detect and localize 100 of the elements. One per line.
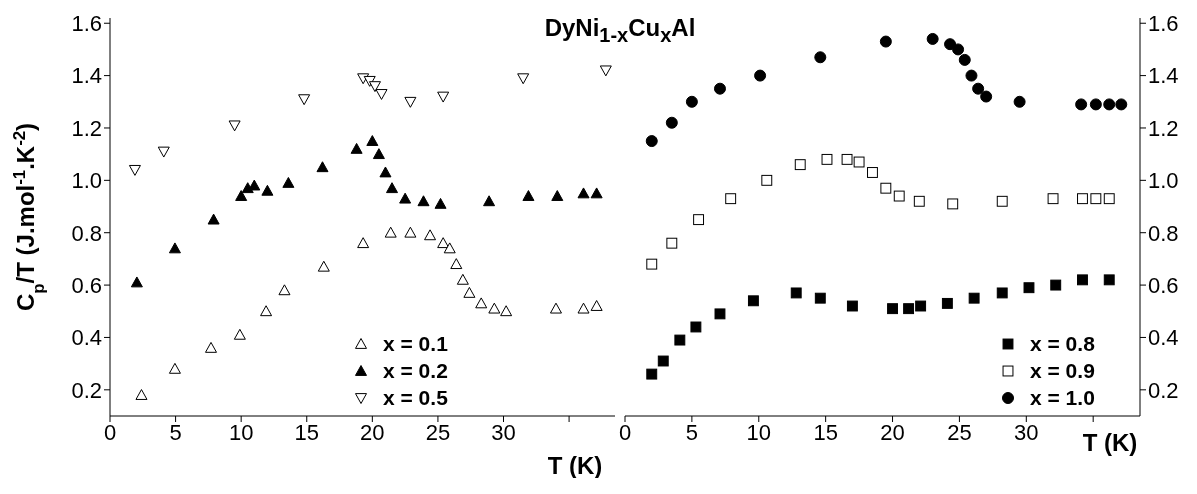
y-tick-label: 0.4	[1148, 325, 1179, 351]
point	[475, 297, 488, 309]
point	[941, 297, 953, 309]
x-tick-label: 15	[294, 419, 319, 445]
x-tick-label: 5	[169, 419, 182, 445]
point	[646, 258, 658, 270]
point	[368, 81, 381, 93]
x-tick-label: 20	[360, 419, 385, 445]
point	[958, 53, 971, 66]
point	[880, 182, 892, 194]
point	[599, 65, 612, 77]
point	[282, 176, 295, 188]
point	[790, 287, 802, 299]
point	[463, 286, 476, 298]
point	[926, 32, 939, 45]
y-tick-label: 0.2	[71, 377, 102, 403]
point	[903, 303, 915, 315]
point	[443, 242, 456, 254]
point	[853, 156, 865, 168]
point	[135, 389, 148, 400]
point	[456, 273, 469, 285]
point	[500, 305, 513, 317]
point	[1089, 98, 1102, 111]
point	[754, 69, 767, 82]
point	[551, 190, 564, 201]
point	[517, 73, 530, 85]
legend-label: x = 0.5	[383, 385, 448, 410]
point	[399, 192, 412, 204]
point	[879, 35, 892, 48]
y-tick-label: 1.6	[71, 11, 102, 37]
point	[666, 237, 678, 249]
point	[205, 341, 217, 353]
point	[714, 308, 726, 320]
point	[261, 184, 274, 196]
point	[577, 187, 590, 199]
y-tick-label: 0.8	[1148, 220, 1179, 246]
x-tick-label: 15	[813, 419, 838, 445]
x-tick-label: 25	[425, 419, 451, 445]
point	[450, 258, 463, 270]
point	[488, 302, 501, 314]
x-tick-label: 30	[491, 419, 516, 445]
legend-label: x = 0.1	[383, 331, 448, 356]
point	[747, 295, 759, 307]
point	[317, 260, 330, 272]
point	[357, 237, 370, 249]
point	[157, 146, 170, 158]
point	[1090, 193, 1102, 205]
legend-label: x = 0.9	[1030, 358, 1095, 383]
x-tick-label: 0	[103, 419, 117, 445]
point	[577, 302, 590, 314]
y-tick-label: 1.0	[71, 168, 102, 194]
point	[1103, 193, 1115, 205]
y-tick-label: 0.4	[71, 325, 102, 351]
point	[424, 229, 437, 241]
y-tick-label: 0.2	[1148, 377, 1179, 403]
point	[725, 193, 737, 205]
point	[350, 142, 363, 154]
point	[130, 276, 143, 288]
point	[168, 242, 181, 254]
point	[298, 94, 311, 106]
point	[968, 292, 980, 304]
legend-label: x = 0.8	[1030, 331, 1095, 356]
y-tick-label: 0.6	[1148, 272, 1179, 298]
point	[384, 226, 397, 238]
point	[646, 368, 658, 380]
point	[1023, 282, 1035, 294]
point	[965, 69, 978, 82]
point	[549, 302, 562, 314]
point	[590, 187, 603, 199]
point	[821, 153, 833, 165]
point	[913, 195, 925, 207]
point	[316, 161, 329, 173]
point	[404, 96, 417, 108]
point	[846, 300, 858, 312]
point	[168, 362, 181, 374]
y-tick-label: 1.2	[71, 115, 102, 141]
point	[841, 153, 853, 165]
point	[417, 195, 430, 207]
point	[980, 90, 993, 103]
x-tick-label: 30	[1014, 419, 1039, 445]
point	[386, 182, 399, 194]
y-tick-label: 1.2	[1148, 115, 1179, 141]
point	[366, 135, 379, 146]
point	[235, 190, 248, 201]
x-axis-title: T (K)	[1082, 429, 1138, 456]
point	[1013, 95, 1026, 108]
x-tick-label: 20	[880, 419, 905, 445]
x-tick-label: 0	[618, 419, 632, 445]
point	[996, 195, 1008, 207]
point	[887, 303, 898, 315]
y-tick-label: 1.6	[1148, 11, 1179, 37]
point	[278, 284, 291, 296]
y-tick-label: 0.6	[71, 272, 102, 298]
point	[645, 135, 658, 148]
point	[590, 300, 603, 311]
point	[713, 82, 726, 95]
point	[207, 213, 220, 225]
point	[794, 159, 806, 171]
point	[947, 198, 959, 210]
point	[972, 82, 985, 95]
